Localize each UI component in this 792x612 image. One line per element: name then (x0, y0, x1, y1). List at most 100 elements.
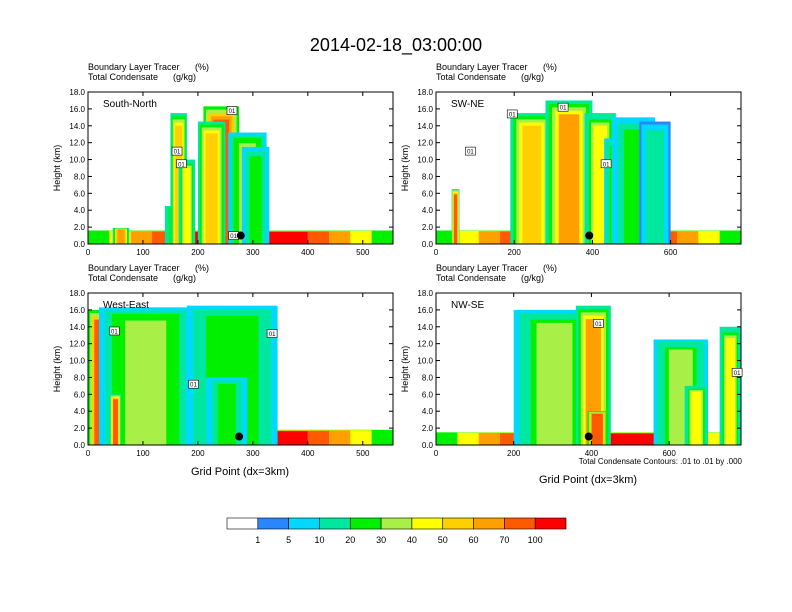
colorbar-swatch (473, 517, 505, 530)
x-tick-label: 500 (356, 449, 370, 458)
colorbar-label: 1 (255, 535, 260, 545)
colorbar-label: 5 (286, 535, 291, 545)
cloud-level (725, 338, 736, 445)
contour-label-box (600, 159, 612, 169)
colorbar-swatch (380, 517, 413, 530)
cloud-level (536, 322, 573, 445)
y-tick-label: 18.0 (417, 289, 433, 298)
y-tick-label: 0.0 (74, 240, 86, 249)
cloud-level (217, 383, 236, 445)
panel-label: West-East (103, 300, 149, 311)
colorbar-label: 70 (499, 535, 509, 545)
y-tick-label: 0.0 (422, 240, 434, 249)
cloud-cell (719, 326, 741, 445)
colorbar-swatch (319, 517, 351, 530)
y-axis-label: Height (km) (52, 346, 62, 393)
colorbar-swatch (504, 517, 536, 530)
cloud-level (113, 399, 118, 445)
location-marker (584, 432, 593, 441)
colorbar-label: 100 (528, 535, 543, 545)
y-tick-label: 10.0 (69, 357, 85, 366)
contour-label: 01 (269, 332, 276, 338)
contour-label: 01 (560, 106, 567, 112)
contour-label-box (176, 159, 187, 169)
figure-title: 2014-02-18_03:00:00 (310, 35, 482, 56)
cloud-cell (584, 113, 616, 244)
x-tick-label: 0 (86, 449, 91, 458)
y-tick-label: 6.0 (74, 390, 86, 399)
panel-3: Boundary Layer Tracer (%) Total Condensate… (52, 263, 394, 458)
panel-4: Boundary Layer Tracer (%) Total Condensate… (400, 263, 743, 458)
cloud-cell (241, 146, 270, 244)
heatmap-field (88, 305, 393, 445)
subtitle-tracer: Boundary Layer Tracer (436, 263, 528, 273)
contour-label-box (266, 329, 278, 338)
colorbar-label: 10 (314, 535, 324, 545)
cloud-level (691, 391, 702, 445)
contour-label: 01 (595, 322, 602, 328)
panel-label: South-North (103, 99, 157, 110)
cloud-level (593, 125, 608, 244)
y-tick-label: 18.0 (417, 88, 433, 97)
contour-label: 01 (467, 150, 474, 156)
contour-label-box (109, 326, 120, 336)
x-tick-label: 600 (664, 248, 678, 257)
y-tick-label: 14.0 (69, 323, 85, 332)
location-marker (235, 432, 244, 441)
contour-label: 01 (111, 330, 118, 336)
plot-frame (87, 91, 394, 245)
subtitle-tracer: Boundary Layer Tracer (88, 263, 180, 273)
subtitle-condensate-unit: (g/kg) (173, 273, 196, 283)
panel-label: SW-NE (451, 99, 484, 110)
plot-frame (87, 292, 394, 446)
x-tick-label: 200 (508, 248, 522, 257)
contour-label: 01 (174, 150, 181, 156)
subtitle-condensate: Total Condensate (436, 273, 506, 283)
y-tick-label: 8.0 (422, 373, 434, 382)
cloud-cell (109, 394, 121, 445)
x-tick-label: 300 (246, 248, 260, 257)
panel-1: Boundary Layer Tracer (%) Total Condensate… (52, 62, 394, 257)
y-tick-label: 12.0 (417, 139, 433, 148)
subtitle-condensate-unit: (g/kg) (173, 72, 196, 82)
contour-label: 01 (190, 383, 197, 389)
cloud-cell (112, 227, 130, 244)
x-tick-label: 100 (136, 248, 150, 257)
contour-label-box (226, 106, 238, 115)
y-tick-label: 12.0 (69, 139, 85, 148)
x-tick-label: 400 (586, 248, 600, 257)
colorbar-label: 30 (376, 535, 386, 545)
y-tick-label: 0.0 (422, 441, 434, 450)
contour-label-box (171, 146, 183, 156)
subtitle-tracer-unit: (%) (543, 62, 557, 72)
colorbar: 1 5 10 20 30 40 50 60 70 100 (226, 517, 567, 545)
location-marker (236, 231, 245, 240)
colorbar-swatch (257, 517, 289, 530)
colorbar-swatch (349, 517, 382, 530)
y-tick-label: 10.0 (417, 156, 433, 165)
x-tick-label: 200 (191, 248, 205, 257)
subtitle-condensate: Total Condensate (436, 72, 506, 82)
y-tick-label: 10.0 (417, 357, 433, 366)
y-tick-label: 2.0 (74, 223, 86, 232)
colorbar-label: 20 (345, 535, 355, 545)
y-tick-label: 2.0 (422, 223, 434, 232)
y-tick-label: 14.0 (417, 122, 433, 131)
y-tick-label: 16.0 (417, 105, 433, 114)
y-tick-label: 18.0 (69, 289, 85, 298)
cloud-cell (206, 377, 248, 445)
y-tick-label: 8.0 (422, 172, 434, 181)
colorbar-swatch (288, 517, 320, 530)
cloud-cell (684, 385, 708, 445)
y-tick-label: 6.0 (422, 390, 434, 399)
contour-label: 01 (178, 162, 185, 168)
cloud-level (125, 320, 167, 445)
contour-label-box (593, 319, 604, 328)
y-axis-label: Height (km) (400, 145, 410, 192)
x-axis-label-right: Grid Point (dx=3km) (539, 474, 637, 486)
panel-label: NW-SE (451, 300, 484, 311)
plot-frame (435, 91, 742, 245)
y-tick-label: 4.0 (74, 206, 86, 215)
y-tick-label: 16.0 (69, 306, 85, 315)
cloud-cell (545, 100, 593, 244)
